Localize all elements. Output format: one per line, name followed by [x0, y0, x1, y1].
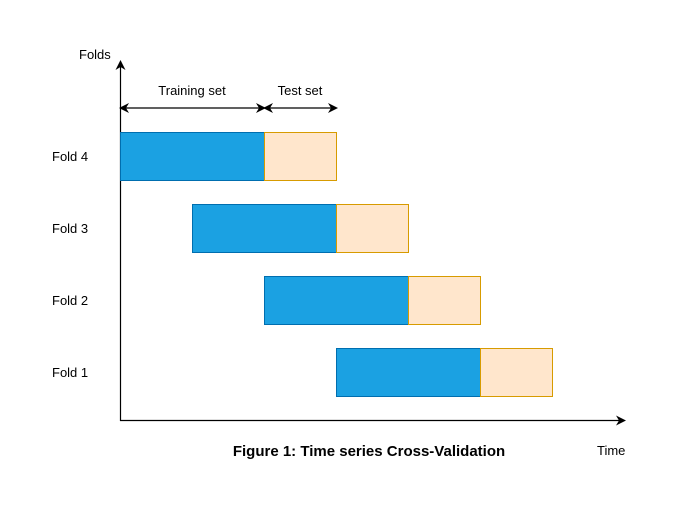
fold-row: Fold 1	[52, 348, 553, 397]
test-set-bar	[480, 348, 553, 397]
test-set-bar	[408, 276, 481, 325]
fold-label: Fold 2	[52, 293, 88, 308]
test-set-label: Test set	[278, 83, 323, 98]
folds-group: Fold 4 Fold 3 Fold 2 Fold 1	[52, 132, 553, 397]
y-axis-label: Folds	[79, 47, 111, 62]
training-set-bar	[120, 132, 265, 181]
test-set-bar	[336, 204, 409, 253]
fold-label: Fold 1	[52, 365, 88, 380]
fold-row: Fold 3	[52, 204, 409, 253]
training-set-bar	[264, 276, 409, 325]
training-set-label: Training set	[158, 83, 226, 98]
figure-caption: Figure 1: Time series Cross-Validation	[233, 443, 505, 460]
x-axis-label: Time	[597, 443, 625, 458]
training-set-bar	[192, 204, 337, 253]
fold-row: Fold 2	[52, 276, 481, 325]
fold-label: Fold 4	[52, 149, 88, 164]
training-set-bar	[336, 348, 481, 397]
fold-row: Fold 4	[52, 132, 337, 181]
test-set-bar	[264, 132, 337, 181]
fold-label: Fold 3	[52, 221, 88, 236]
